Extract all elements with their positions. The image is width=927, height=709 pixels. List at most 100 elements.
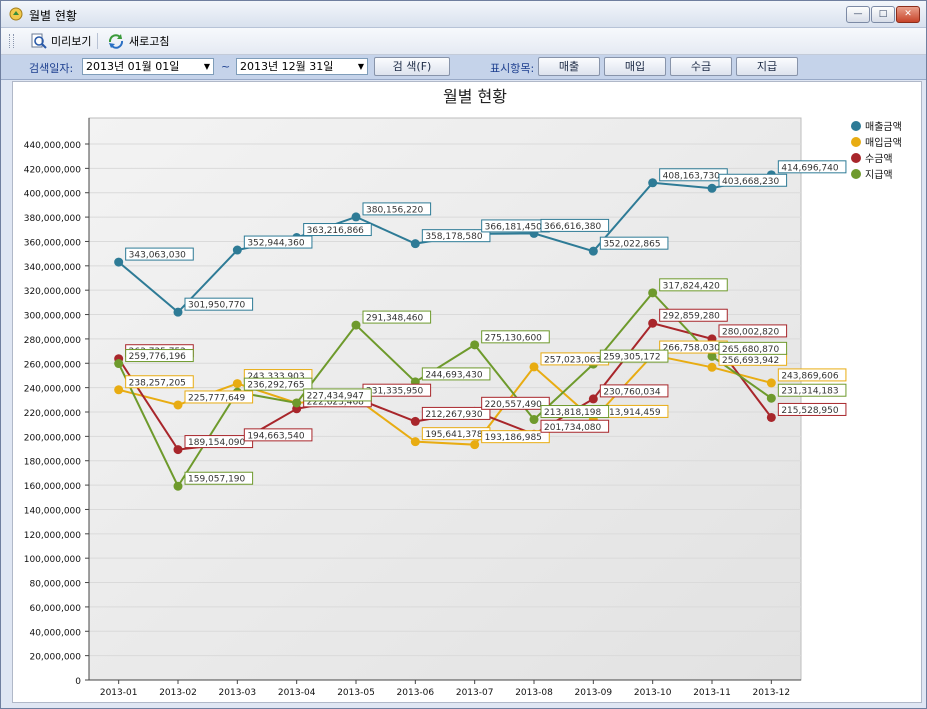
data-label-box [599, 349, 669, 363]
data-point[interactable] [351, 212, 361, 222]
close-button[interactable]: ✕ [896, 6, 920, 23]
data-point[interactable] [232, 379, 242, 389]
data-label: 317,824,420 [663, 281, 721, 291]
data-label: 380,156,220 [366, 205, 424, 215]
data-point[interactable] [648, 318, 658, 328]
data-point[interactable] [529, 362, 539, 372]
data-label-box [362, 310, 432, 324]
data-label: 343,063,030 [129, 251, 187, 261]
y-tick-label: 400,000,000 [24, 190, 82, 200]
data-label: 231,335,950 [366, 387, 424, 397]
data-label: 215,528,950 [781, 406, 839, 416]
data-label: 358,178,580 [425, 232, 483, 242]
data-point[interactable] [114, 385, 124, 395]
chart-title: 월별 현황 [443, 87, 507, 106]
refresh-button[interactable]: 새로고침 [107, 32, 169, 50]
minimize-button[interactable]: — [846, 6, 870, 23]
data-point[interactable] [173, 307, 183, 317]
y-tick-label: 20,000,000 [29, 653, 81, 663]
data-point[interactable] [232, 245, 242, 255]
data-label-box [184, 390, 254, 404]
x-tick-label: 2013-04 [278, 688, 316, 698]
end-date-picker[interactable]: 2013년 12월 31일 ▼ [236, 58, 368, 75]
y-tick-label: 340,000,000 [24, 263, 82, 273]
data-point[interactable] [114, 359, 124, 369]
legend-label: 매입금액 [865, 136, 902, 149]
legend-label: 수금액 [865, 153, 893, 165]
data-label-box [481, 330, 550, 344]
data-point[interactable] [292, 398, 302, 408]
search-button[interactable]: 검 색(F) [374, 57, 450, 76]
data-point[interactable] [588, 246, 598, 256]
data-point[interactable] [707, 183, 717, 193]
data-label-box [599, 384, 669, 398]
data-point[interactable] [410, 437, 420, 447]
toolbar-grip[interactable] [9, 34, 14, 48]
data-label: 414,696,740 [781, 163, 839, 173]
data-label: 243,333,903 [247, 372, 304, 382]
sales-button[interactable]: 매출 [538, 57, 600, 76]
data-label: 193,186,985 [485, 433, 542, 443]
title-bar: 월별 현황 — □ ✕ [1, 1, 926, 28]
data-label-box [243, 235, 313, 249]
data-point[interactable] [410, 239, 420, 249]
data-point[interactable] [173, 481, 183, 491]
data-label-box [540, 405, 610, 419]
start-date-value: 2013년 01월 01일 [86, 60, 180, 73]
data-point[interactable] [766, 393, 776, 403]
y-tick-label: 260,000,000 [24, 360, 82, 370]
data-label: 403,668,230 [722, 177, 780, 187]
dropdown-arrow-icon[interactable]: ▼ [203, 62, 210, 71]
filter-bar: 검색일자: 2013년 01월 01일 ▼ ~ 2013년 12월 31일 ▼ … [1, 55, 926, 80]
x-tick-label: 2013-06 [397, 688, 435, 698]
data-label: 212,267,930 [425, 410, 483, 420]
data-label: 236,292,765 [247, 381, 304, 391]
data-label-box [718, 324, 788, 338]
data-point[interactable] [648, 178, 658, 188]
display-items-label: 표시항목: [490, 62, 535, 75]
data-point[interactable] [707, 362, 717, 372]
y-tick-label: 100,000,000 [24, 555, 82, 565]
data-label: 292,859,280 [663, 312, 721, 322]
data-point[interactable] [351, 320, 361, 330]
x-tick-label: 2013-09 [575, 688, 613, 698]
purchase-button[interactable]: 매입 [604, 57, 666, 76]
payment-button[interactable]: 지급 [736, 57, 798, 76]
data-point[interactable] [173, 445, 183, 455]
data-point[interactable] [470, 440, 480, 450]
y-tick-label: 80,000,000 [29, 580, 81, 590]
data-label: 231,314,183 [781, 387, 838, 397]
dropdown-arrow-icon[interactable]: ▼ [357, 62, 364, 71]
data-point[interactable] [410, 416, 420, 426]
data-point[interactable] [114, 257, 124, 267]
data-label: 213,914,459 [603, 408, 661, 418]
data-label: 265,680,870 [722, 345, 780, 355]
y-tick-label: 0 [75, 677, 81, 687]
data-label-box [659, 308, 728, 322]
maximize-button[interactable]: □ [871, 6, 895, 23]
data-point[interactable] [648, 288, 658, 298]
data-label-box [718, 341, 788, 355]
data-label-box [421, 229, 491, 243]
start-date-picker[interactable]: 2013년 01월 01일 ▼ [82, 58, 214, 75]
legend-label: 지급액 [865, 169, 893, 181]
data-label: 363,216,866 [307, 226, 365, 236]
data-label: 259,776,196 [129, 352, 187, 362]
data-label-box [421, 367, 491, 381]
data-label-box [659, 278, 728, 292]
data-label: 366,616,380 [544, 222, 602, 232]
data-point[interactable] [470, 340, 480, 350]
x-tick-label: 2013-05 [337, 688, 375, 698]
preview-button[interactable]: 미리보기 [31, 32, 91, 50]
data-point[interactable] [173, 400, 183, 410]
data-point[interactable] [588, 394, 598, 404]
data-point[interactable] [707, 351, 717, 361]
collection-button[interactable]: 수금 [670, 57, 732, 76]
data-point[interactable] [529, 415, 539, 425]
y-tick-label: 120,000,000 [24, 531, 82, 541]
search-date-label: 검색일자: [29, 62, 74, 75]
data-point[interactable] [766, 378, 776, 388]
data-label: 189,154,090 [188, 438, 246, 448]
data-point[interactable] [766, 412, 776, 422]
